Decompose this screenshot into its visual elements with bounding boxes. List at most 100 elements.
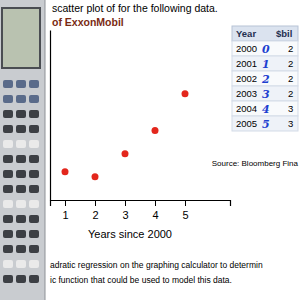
point [182,90,189,97]
table-row-bg [232,86,298,101]
x-tick: 4 [152,200,158,221]
calculator-key [29,275,39,283]
x-tick-mark [95,200,96,206]
calculator-key [16,170,26,178]
table-cell: 2005 [236,118,257,129]
x-axis-line [51,201,231,207]
handwritten-index: 4 [262,103,270,116]
calculator-key [16,275,26,283]
calculator-key [29,215,39,223]
calculator-key [16,80,26,88]
calculator-key [3,80,13,88]
table-row-bg [232,116,298,131]
calculator-key [16,245,26,253]
calculator-key [16,215,26,223]
x-tick: 3 [122,200,128,221]
calculator-key [3,110,13,118]
calculator-key [29,170,39,178]
x-tick: 1 [62,200,68,221]
table-header-bg [232,26,298,41]
x-tick: 2 [92,200,98,221]
table-cell: 2003 [236,88,257,99]
table-cell: 3 [288,103,293,114]
marks [62,90,189,180]
x-tick: 5 [182,200,188,221]
calculator-key [29,95,39,103]
handwritten-index: 1 [262,58,270,71]
calculator-key [3,185,13,193]
calculator-key [3,245,13,253]
calculator-key [16,230,26,238]
x-tick-label: 2 [92,209,98,221]
point [152,127,159,134]
calculator-key [3,155,13,163]
annotation: ic function that could be used to model … [50,275,232,285]
handwritten-index: 5 [262,118,270,131]
x-tick-label: 3 [122,209,128,221]
calculator-key [3,170,13,178]
canvas: 1 2 3 4 5 Years since 2000 scatter plot of for… [0,0,300,300]
subtitle: of ExxonMobil [52,16,124,28]
calculator-key [29,125,39,133]
x-tick-mark [185,200,186,206]
table-row-bg [232,56,298,71]
calculator-key [29,230,39,238]
table-cell: 2 [288,88,293,99]
calculator-key [16,110,26,118]
table-cell: 2 [288,43,293,54]
y-axis-line [50,31,51,201]
calculator-key [3,200,13,208]
table-cell: 3 [288,118,293,129]
handwritten-index: 2 [261,73,270,86]
point [122,150,129,157]
handwritten-index: 0 [262,43,270,56]
calculator-key [3,140,13,148]
calculator-body [0,0,45,300]
table-row-bg [232,41,298,56]
calculator-key [29,185,39,193]
table-cell: 2004 [236,103,257,114]
table-header: $bil [276,28,292,39]
calculator-key [3,125,13,133]
x-axis: 1 2 3 4 5 [51,200,231,221]
annotation: adratic regression on the graphing calcu… [50,260,263,270]
x-tick-mark [155,200,156,206]
table-cell: 2002 [236,73,257,84]
calculator-key [16,200,26,208]
calculator-key [29,200,39,208]
calculator-key [3,230,13,238]
table: Year $bil 2000 0 2 2001 1 2 2002 2 2 2003 3 2 2004 4 3 20… [232,26,298,131]
table-header: Year [236,28,256,39]
table-cell: 2001 [236,58,257,69]
table-cell: 2000 [236,43,257,54]
handwritten-index: 3 [262,88,270,101]
x-tick-mark [125,200,126,206]
table-row-bg [232,71,298,86]
x-tick-mark [65,200,66,206]
calculator-key [29,110,39,118]
calculator-screen [2,8,40,68]
calculator-key [16,140,26,148]
calculator-key [16,125,26,133]
table-cell: 2 [288,58,293,69]
calculator-key [3,260,13,268]
x-axis-title: Years since 2000 [88,228,172,240]
calculator-key [3,215,13,223]
source: Source: Bloomberg Fina [212,159,299,168]
table-row-bg [232,101,298,116]
calculator-key [29,260,39,268]
x-tick-label: 4 [152,209,158,221]
calculator-key [16,95,26,103]
calculator-key [29,80,39,88]
calculator-key [29,140,39,148]
calculator-key [16,155,26,163]
calculator-key [3,275,13,283]
point [62,168,69,175]
calculator [0,0,45,300]
calculator-key [29,245,39,253]
calculator-key [29,155,39,163]
table-cell: 2 [288,73,293,84]
x-tick-label: 1 [62,209,68,221]
title: scatter plot of for the following data. [52,2,218,14]
x-tick-label: 5 [182,209,188,221]
